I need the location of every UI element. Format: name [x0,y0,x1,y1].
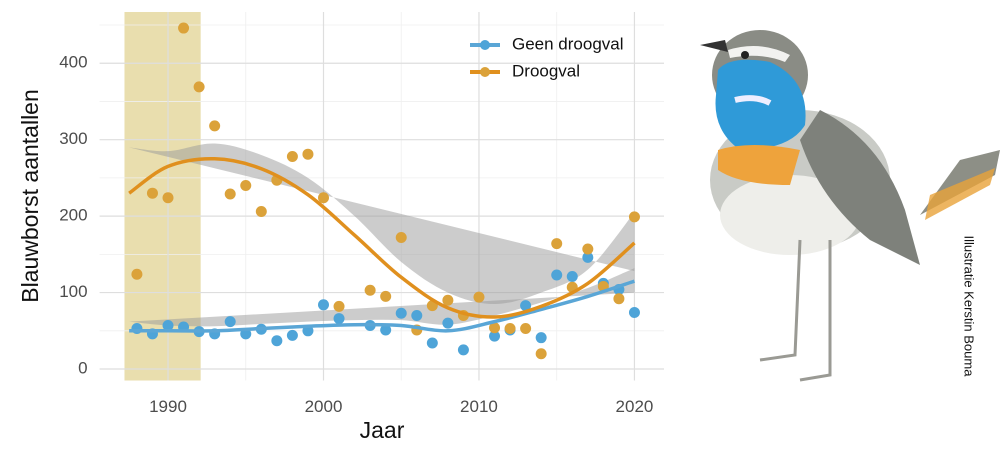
data-point [535,332,547,344]
data-point [566,271,578,283]
legend-label: Droogval [512,61,580,80]
data-point [380,290,392,302]
data-point [317,299,329,311]
data-point [193,81,205,93]
data-point [442,317,454,329]
y-tick-label: 0 [78,359,87,378]
data-point [520,300,532,312]
data-point [628,306,640,318]
data-point [162,192,174,204]
data-point [395,307,407,319]
data-point [333,300,345,312]
data-point [224,188,236,200]
data-point [131,268,143,280]
data-point [457,344,469,356]
data-point [178,22,190,34]
data-point [582,243,594,255]
data-point [286,329,298,341]
confidence-band [129,143,635,305]
data-point [317,192,329,204]
x-tick-label: 2010 [460,397,498,416]
data-point [582,251,594,263]
y-tick-label: 200 [59,206,87,225]
x-axis-title: Jaar [360,417,405,443]
data-point [489,322,501,334]
data-point [380,324,392,336]
data-point [426,337,438,349]
legend-swatch [480,40,490,50]
smooth-line [129,279,636,333]
confidence-band [129,268,635,327]
data-point [628,211,640,223]
y-tick-label: 100 [59,282,87,301]
data-point [364,284,376,296]
legend-label: Geen droogval [512,34,624,53]
smooth-line [128,157,636,319]
data-point [146,187,158,199]
legend-swatch [480,67,490,77]
data-point [240,180,252,192]
plot-area: 1990 2000 2010 2020 0 100 200 300 400 [59,12,664,416]
data-point [224,316,236,328]
y-tick-label: 300 [59,129,87,148]
data-point [535,348,547,360]
data-point [442,294,454,306]
data-point [286,150,298,162]
data-point [411,310,423,322]
x-tick-label: 1990 [149,397,187,416]
data-point [520,323,532,335]
x-tick-label: 2000 [305,397,343,416]
data-point [613,293,625,305]
y-axis-title: Blauwborst aantallen [17,89,43,303]
data-point [551,269,563,281]
data-point [489,330,501,342]
data-point [551,238,563,250]
data-point [395,232,407,244]
data-point [473,291,485,303]
bird-illustration [700,30,1000,382]
x-tick-label: 2020 [616,397,654,416]
data-point [302,148,314,160]
data-point [162,319,174,331]
data-point [209,120,221,132]
data-point [271,335,283,347]
data-point [504,323,516,335]
data-point [255,206,267,218]
y-tick-label: 400 [59,53,87,72]
data-point [333,313,345,325]
credit: Illustratie Kerstin Bouma [962,236,977,378]
